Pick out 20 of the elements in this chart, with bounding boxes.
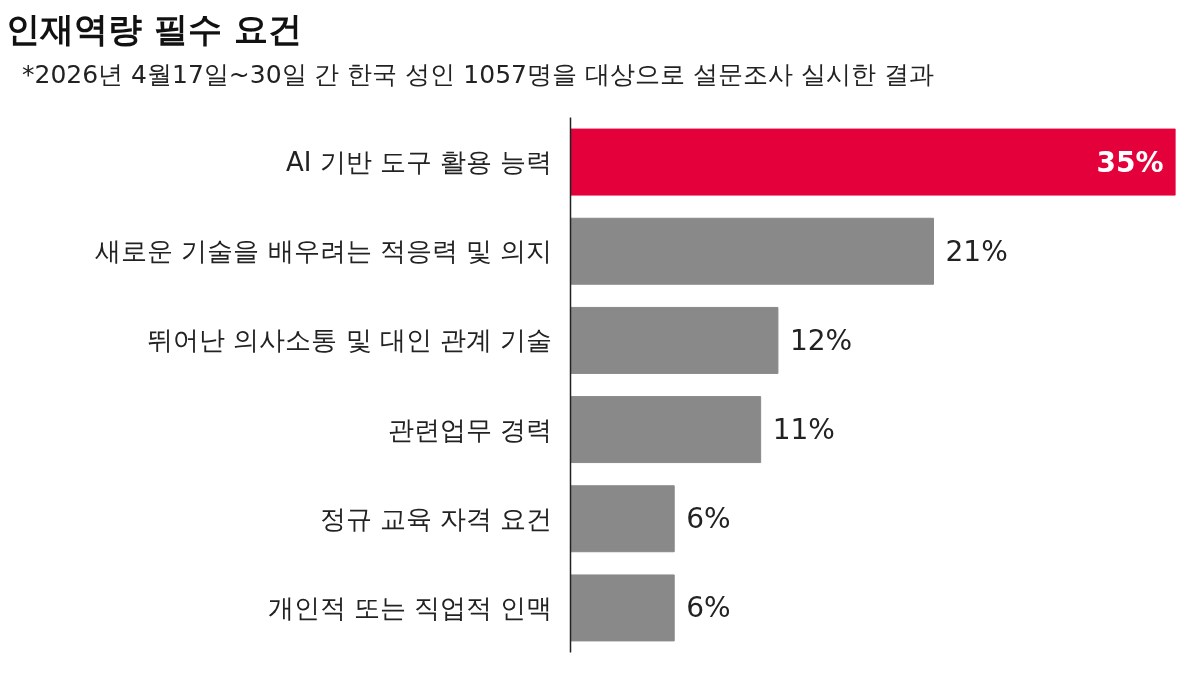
bar [570,128,1176,196]
data-label: 12% [789,323,853,357]
data-label: 35% [1096,145,1164,179]
y-tick-label: AI 기반 도구 활용 능력 [285,147,553,178]
y-tick-label: 뛰어난 의사소통 및 대인 관계 기술 [147,325,553,356]
y-tick-label: 정규 교육 자격 요건 [319,503,553,534]
data-label: 6% [686,591,731,625]
bar [570,485,675,553]
bar [570,574,675,642]
bar [570,396,762,464]
y-tick-label: 새로운 기술을 배우려는 적응력 및 의지 [95,236,553,267]
data-label: 21% [945,234,1008,268]
data-label: 11% [772,413,835,447]
data-label: 6% [686,502,731,536]
chart-subtitle: *2026년 4월17일~30일 간 한국 성인 1057명을 대상으로 설문조사 실시한 결과 [22,59,934,91]
y-tick-label: 관련업무 경력 [388,414,553,445]
y-tick-label: 개인적 또는 직업적 인맥 [267,592,553,623]
bar [570,217,934,285]
bar [570,306,779,374]
text: 인재역량 필수 요건 [6,8,302,51]
